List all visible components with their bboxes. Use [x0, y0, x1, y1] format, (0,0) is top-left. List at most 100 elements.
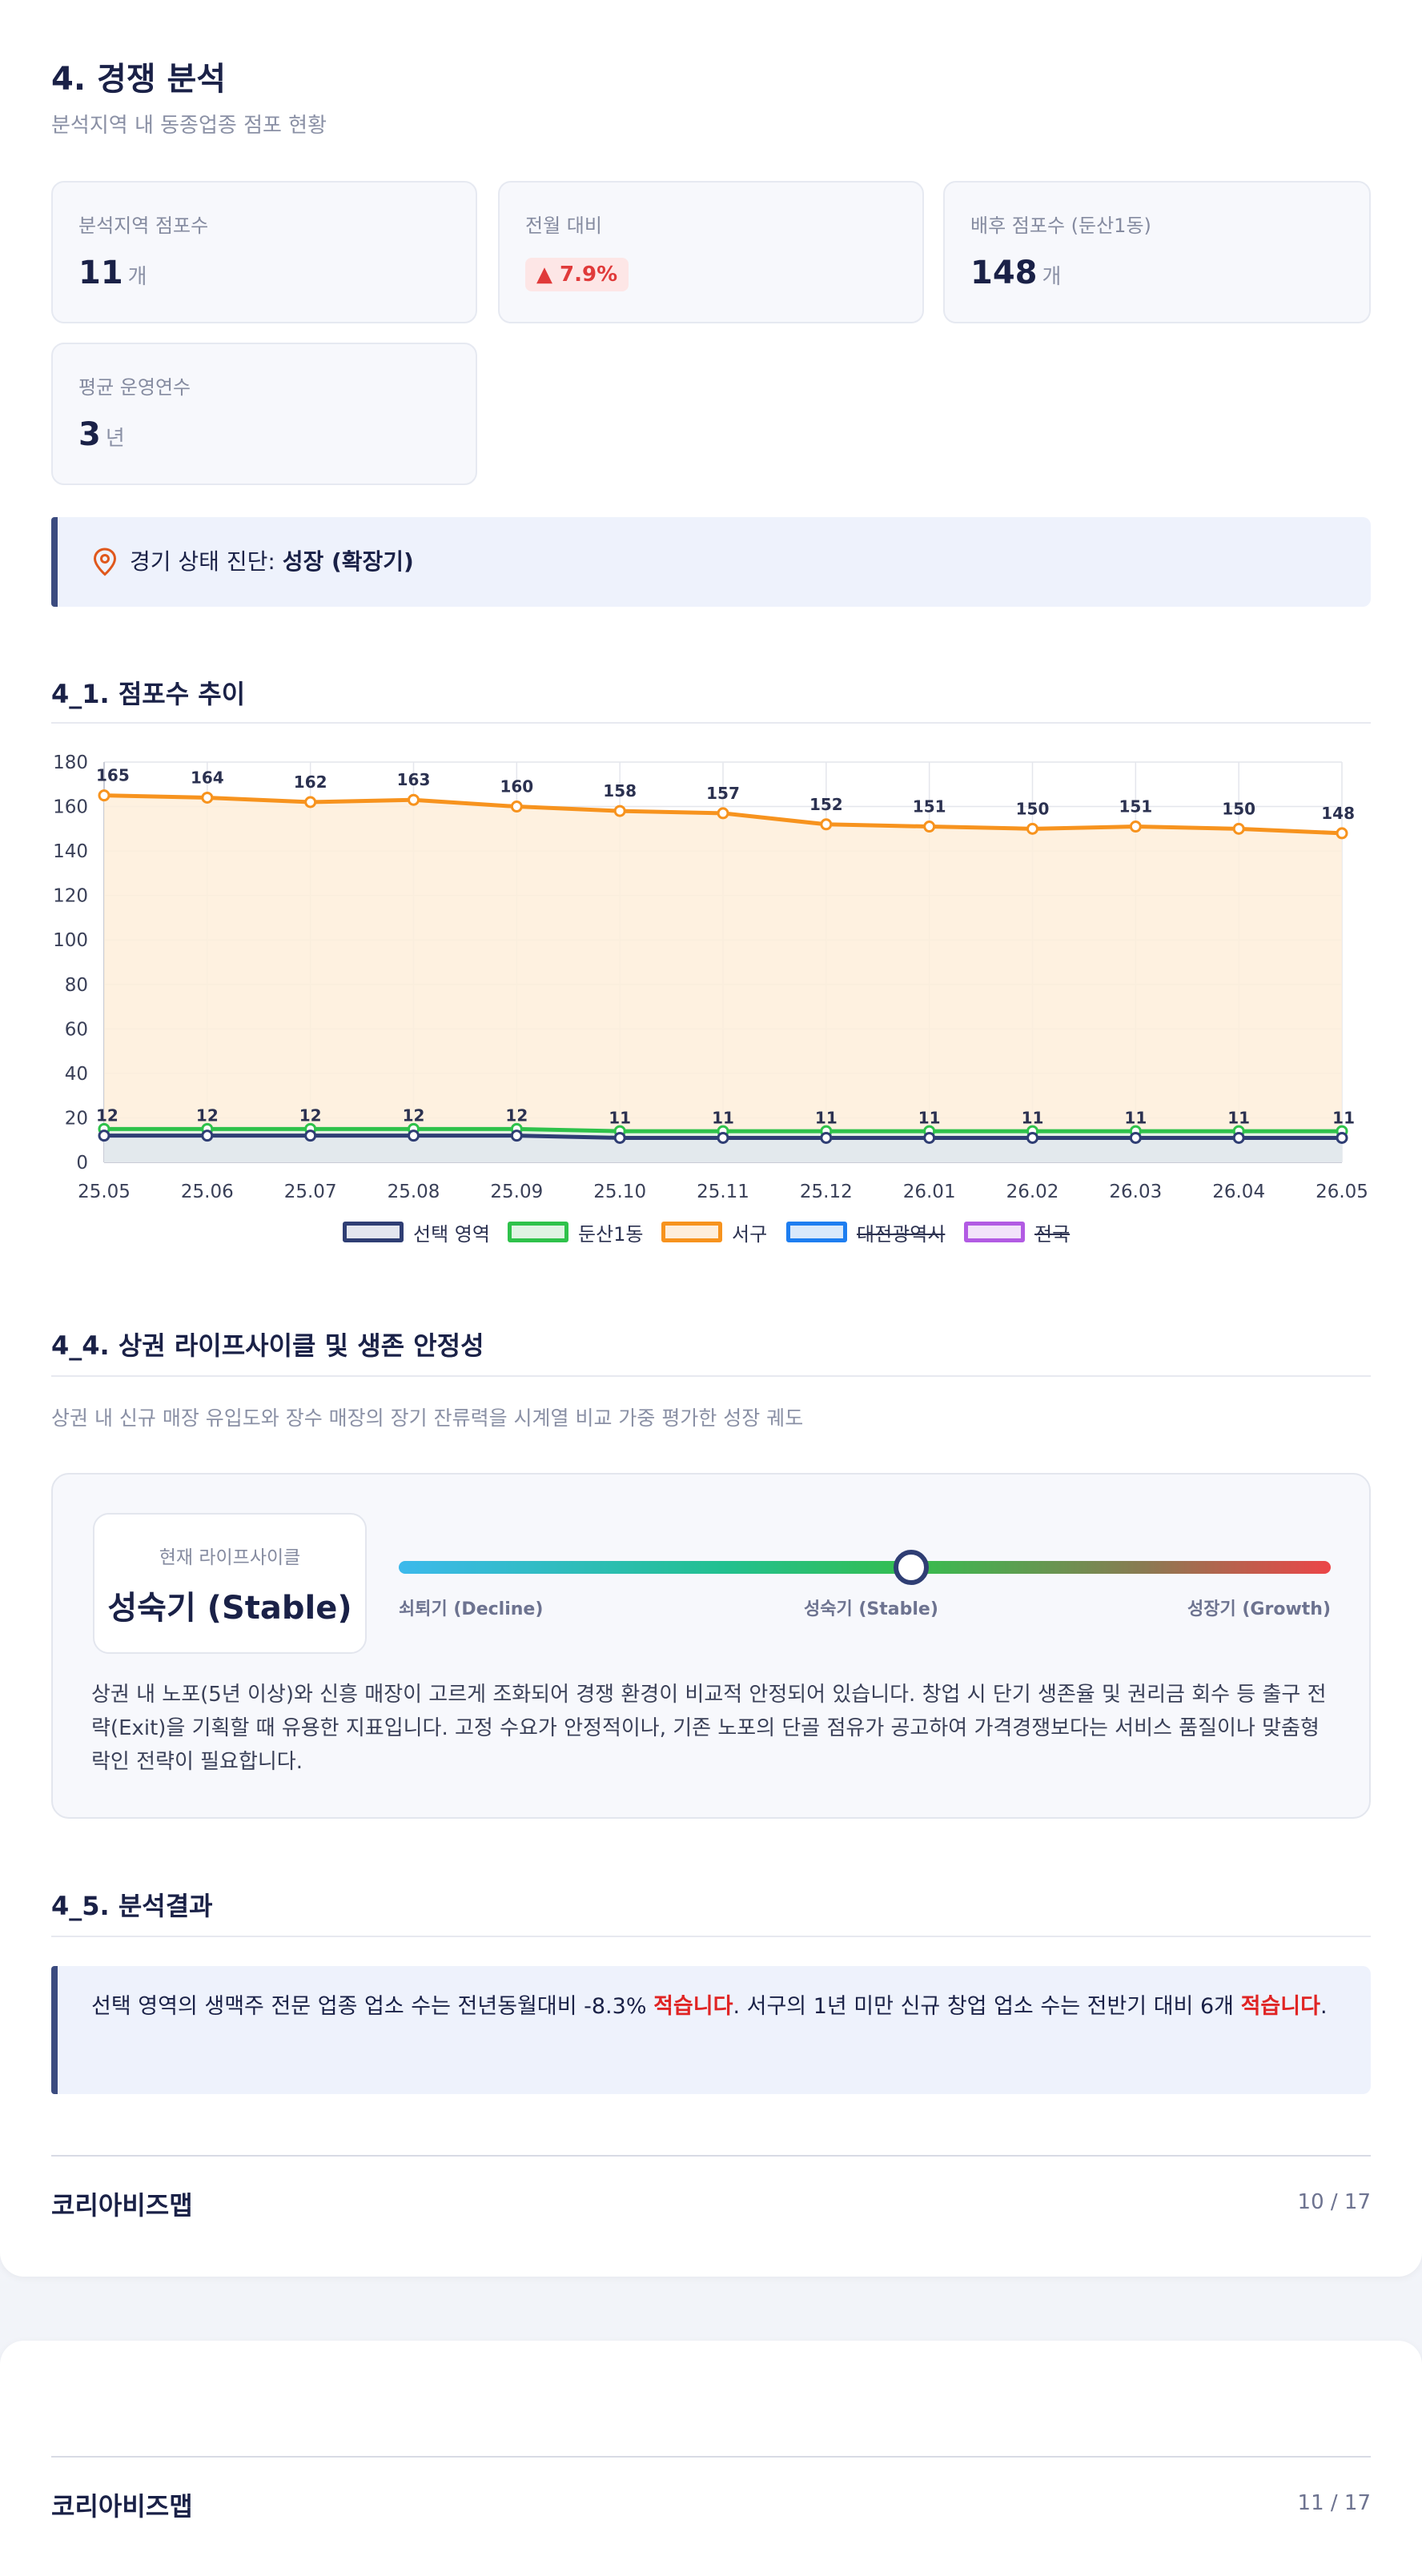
data-point: [510, 800, 523, 813]
divider: [51, 1936, 1371, 1937]
data-label: 151: [1119, 797, 1152, 817]
scale-label-decline: 쇠퇴기 (Decline): [399, 1599, 544, 1619]
location-pin-icon: [93, 548, 117, 576]
data-point: [717, 807, 729, 820]
data-point: [820, 818, 833, 831]
x-tick-label: 25.06: [181, 1182, 234, 1202]
data-point: [510, 1130, 523, 1142]
data-point: [1026, 1131, 1038, 1144]
y-tick-label: 140: [53, 841, 88, 862]
y-tick-label: 0: [76, 1153, 88, 1174]
data-label: 11: [918, 1108, 941, 1127]
data-point: [1026, 822, 1038, 835]
legend-item-seogu[interactable]: 서구: [661, 1218, 767, 1246]
data-label: 157: [706, 784, 740, 803]
x-tick-label: 26.05: [1316, 1182, 1368, 1202]
y-tick-label: 80: [65, 975, 88, 996]
data-point: [304, 1130, 317, 1142]
legend-swatch: [508, 1222, 568, 1242]
data-point: [717, 1131, 729, 1144]
data-label: 12: [505, 1106, 528, 1125]
legend-item-daejeon[interactable]: 대전광역시: [786, 1218, 945, 1246]
result-text: 선택 영역의 생맥주 전문 업종 업소 수는 전년동월대비 -8.3% 적습니다…: [91, 1994, 1328, 2019]
y-tick-label: 160: [53, 797, 88, 818]
store-count-chart: 0 20 40 60 80 100 120 140 160 180 25.05 25.06 25.07 2…: [53, 752, 1368, 1202]
current-lifecycle-card: 현재 라이프사이클 성숙기 (Stable): [93, 1513, 367, 1654]
x-tick-label: 25.10: [593, 1182, 646, 1202]
y-tick-label: 180: [53, 752, 88, 773]
y-tick-label: 20: [65, 1108, 88, 1129]
data-label: 152: [809, 795, 843, 814]
report-page-11: 코리아비즈맵 11 / 17: [0, 2341, 1422, 2576]
legend-swatch: [661, 1222, 722, 1242]
y-tick-label: 100: [53, 930, 88, 951]
data-point: [1232, 1131, 1245, 1144]
x-tick-label: 25.09: [490, 1182, 543, 1202]
legend-swatch: [964, 1222, 1025, 1242]
section-subtitle: 분석지역 내 동종업종 점포 현황: [51, 114, 327, 138]
data-label: 11: [712, 1108, 734, 1127]
y-tick-label: 60: [65, 1019, 88, 1040]
change-badge: ▲ 7.9%: [525, 258, 629, 291]
current-lifecycle-label: 현재 라이프사이클: [159, 1547, 301, 1568]
scale-label-growth: 성장기 (Growth): [1187, 1599, 1331, 1619]
data-point: [820, 1131, 833, 1144]
result-title: 4_5. 분석결과: [51, 1891, 213, 1921]
legend-item-national[interactable]: 전국: [964, 1218, 1070, 1246]
data-point: [98, 789, 110, 802]
data-label: 150: [1222, 799, 1255, 818]
diagnosis-banner: 경기 상태 진단: 성장 (확장기): [51, 517, 1371, 607]
data-point: [613, 804, 626, 817]
lifecycle-gradient-bar: [399, 1550, 1331, 1585]
data-point: [613, 1131, 626, 1144]
divider: [51, 722, 1371, 724]
legend-swatch: [786, 1222, 847, 1242]
report-page-10: 4. 경쟁 분석 분석지역 내 동종업종 점포 현황 분석지역 점포수 11 개 …: [0, 0, 1422, 2277]
stat-label: 배후 점포수 (둔산1동): [970, 215, 1151, 237]
x-tick-label: 25.11: [697, 1182, 749, 1202]
lifecycle-marker: [894, 1550, 930, 1585]
stat-card-mom-change: 전월 대비 ▲ 7.9%: [498, 181, 924, 323]
x-tick-label: 26.03: [1109, 1182, 1162, 1202]
y-tick-label: 40: [65, 1064, 88, 1085]
legend-label: 전국: [1034, 1222, 1071, 1246]
data-label: 162: [294, 772, 327, 792]
result-banner: 선택 영역의 생맥주 전문 업종 업소 수는 전년동월대비 -8.3% 적습니다…: [51, 1966, 1371, 2094]
data-label: 148: [1321, 804, 1355, 823]
footer-brand: 코리아비즈맵: [51, 2190, 193, 2221]
data-point: [1129, 821, 1142, 833]
data-label: 150: [1016, 799, 1050, 818]
data-point: [98, 1130, 110, 1142]
data-label: 164: [191, 768, 224, 787]
footer-divider: [51, 2456, 1371, 2458]
trend-title: 4_1. 점포수 추이: [51, 679, 246, 709]
stat-label: 분석지역 점포수: [78, 215, 209, 237]
data-label: 12: [196, 1106, 219, 1125]
legend-label: 둔산1동: [578, 1222, 644, 1246]
lifecycle-subtitle: 상권 내 신규 매장 유입도와 장수 매장의 장기 잔류력을 시계열 비교 가중…: [51, 1406, 804, 1430]
lifecycle-panel: 현재 라이프사이클 성숙기 (Stable) 쇠퇴기 (Decline) 성숙기…: [51, 1473, 1371, 1819]
current-lifecycle-value: 성숙기 (Stable): [107, 1590, 352, 1627]
data-label: 11: [1332, 1108, 1355, 1127]
page-number: 10 / 17: [1297, 2190, 1371, 2214]
data-point: [1129, 1131, 1142, 1144]
series-area: [104, 795, 1342, 1162]
data-point: [1336, 827, 1348, 840]
legend-item-selected[interactable]: 선택 영역: [343, 1218, 490, 1246]
stat-label: 평균 운영연수: [78, 376, 191, 399]
footer-divider: [51, 2155, 1371, 2157]
x-tick-label: 26.02: [1006, 1182, 1059, 1202]
x-tick-label: 25.07: [284, 1182, 337, 1202]
data-label: 12: [299, 1106, 322, 1125]
data-point: [201, 791, 214, 804]
x-tick-label: 25.12: [800, 1182, 853, 1202]
legend-item-dunsan1[interactable]: 둔산1동: [508, 1218, 644, 1246]
legend-label: 선택 영역: [413, 1222, 490, 1246]
data-point: [923, 1131, 936, 1144]
page-number: 11 / 17: [1297, 2491, 1371, 2515]
data-point: [201, 1130, 214, 1142]
data-point: [1232, 822, 1245, 835]
data-point: [923, 821, 936, 833]
